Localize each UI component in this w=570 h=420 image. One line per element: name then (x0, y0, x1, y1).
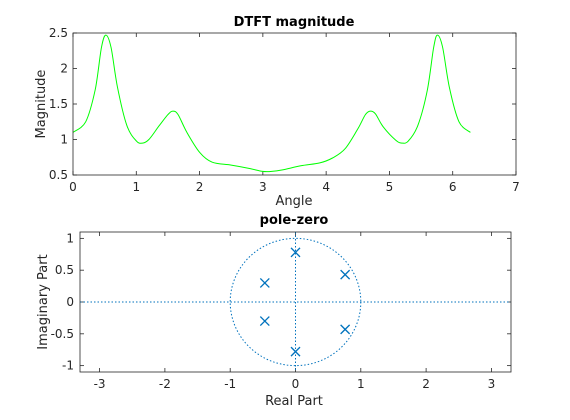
pole-zero-x-tick-label: -3 (94, 377, 106, 391)
pole-zero-x-axis-label: Real Part (265, 394, 323, 409)
pole-marker (340, 324, 351, 335)
dtft-x-tick-label: 1 (132, 180, 140, 194)
dtft-x-tick-label: 4 (322, 180, 330, 194)
dtft-x-tick-label: 6 (449, 180, 457, 194)
pole-marker (259, 316, 270, 327)
dtft-magnitude-line (72, 34, 471, 173)
pole-zero-y-tick-label: 0.5 (55, 263, 74, 277)
pole-zero-y-tick-label: 0 (66, 295, 74, 309)
pole-marker (290, 247, 301, 258)
dtft-x-tick-label: 2 (196, 180, 204, 194)
pole-zero-title: pole-zero (260, 213, 329, 228)
pole-zero-x-tick-label: -1 (224, 377, 236, 391)
dtft-y-tick-label: 2.5 (49, 26, 68, 40)
dtft-x-tick-label: 7 (512, 180, 520, 194)
pole-marker (340, 269, 351, 280)
pole-zero-y-axis-label: Imaginary Part (36, 254, 51, 349)
pole-markers (259, 247, 351, 357)
pole-zero-x-tick-label: 3 (488, 377, 496, 391)
dtft-x-tick-label: 5 (386, 180, 394, 194)
pole-zero-ticks: -3 -2 -1 0 1 2 3 -1 -0.5 0 0.5 1 (51, 231, 511, 391)
dtft-y-tick-label: 2 (60, 62, 68, 76)
unit-circle (229, 237, 362, 367)
pole-zero-axes-box (79, 231, 512, 373)
pole-zero-x-tick-label: 0 (292, 377, 300, 391)
pole-zero-guides (80, 232, 511, 372)
pole-zero-x-tick-label: 1 (357, 377, 365, 391)
dtft-y-tick-label: 0.5 (49, 168, 68, 182)
pole-zero-x-tick-label: 2 (422, 377, 430, 391)
dtft-x-tick-label: 3 (259, 180, 267, 194)
dtft-y-tick-label: 1 (60, 133, 68, 147)
dtft-magnitude-plot: DTFT magnitude 0 1 2 3 4 5 6 7 0.5 1 1.5 2 2.5 Angle… (34, 15, 520, 209)
dtft-axes-box (72, 32, 517, 176)
dtft-x-tick-label: 0 (69, 180, 77, 194)
pole-marker (259, 277, 270, 288)
dtft-x-axis-label: Angle (276, 194, 313, 209)
pole-zero-y-tick-label: -0.5 (51, 327, 74, 341)
dtft-y-axis-label: Magnitude (34, 70, 49, 139)
pole-zero-y-tick-label: 1 (66, 231, 74, 245)
dtft-title: DTFT magnitude (234, 15, 355, 30)
dtft-ticks: 0 1 2 3 4 5 6 7 0.5 1 1.5 2 2.5 (49, 26, 520, 194)
pole-zero-plot: pole-zero -3 -2 -1 0 1 2 3 -1 -0.5 0 0.5 1 Real Par… (36, 213, 512, 409)
pole-zero-y-tick-label: -1 (62, 359, 74, 373)
pole-zero-x-tick-label: -2 (159, 377, 171, 391)
dtft-y-tick-label: 1.5 (49, 97, 68, 111)
pole-marker (290, 346, 301, 357)
